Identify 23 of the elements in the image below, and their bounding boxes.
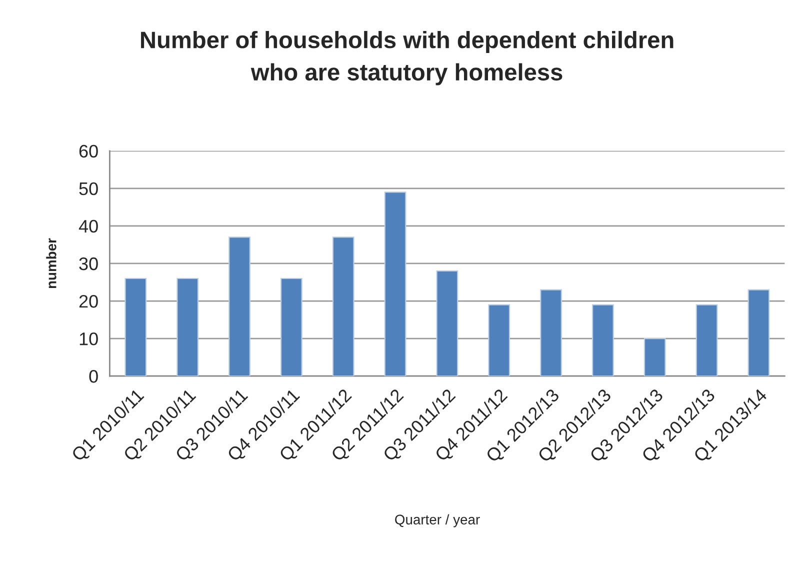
bar [384, 192, 406, 376]
bar [176, 278, 199, 376]
bar [696, 304, 718, 376]
y-axis-title: number [46, 238, 56, 288]
bar [436, 270, 458, 376]
y-tick-label: 40 [78, 220, 98, 233]
y-tick-label: 20 [79, 294, 98, 308]
y-tick-label: 30 [79, 257, 98, 270]
bar [280, 278, 302, 376]
bar [488, 304, 510, 376]
bar [124, 278, 147, 376]
y-tick-label: 60 [79, 144, 98, 158]
x-axis-title: Quarter / year [395, 514, 480, 528]
bar [748, 289, 770, 376]
bar [332, 236, 354, 376]
y-tick-label: 50 [79, 182, 98, 196]
y-tick-label: 0 [89, 370, 98, 383]
y-tick-label: 10 [80, 332, 98, 346]
bar [592, 304, 614, 376]
chart-title: Number of households with dependent children who are statutory homeless [141, 30, 674, 86]
bar [540, 289, 562, 376]
bar [228, 236, 250, 376]
bar [644, 338, 666, 376]
